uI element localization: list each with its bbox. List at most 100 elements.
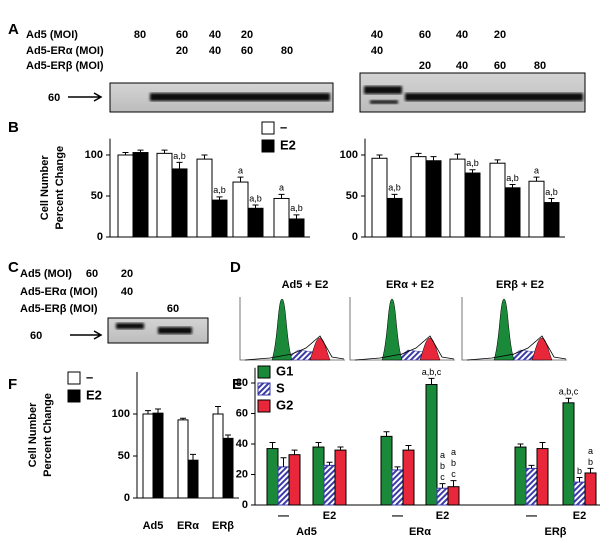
error-bar [565, 397, 572, 403]
error-bar [450, 480, 457, 487]
lane-label: 40 [371, 45, 383, 57]
x-tick-label: ERβ [212, 520, 234, 532]
histograms [239, 297, 567, 361]
row-label: Ad5 (MOI) [20, 268, 72, 280]
bar [117, 154, 134, 238]
error-bar [454, 153, 461, 160]
arrow [68, 92, 103, 102]
bar [425, 160, 442, 238]
lane-label: 80 [281, 45, 293, 57]
legend-swatch [257, 382, 271, 396]
error-bar [326, 461, 333, 466]
panel-letter: B [8, 119, 19, 136]
lane-label: 40 [371, 29, 383, 41]
histogram-outline [466, 335, 567, 361]
bar [312, 446, 325, 506]
y-axis-label: Percent Change [42, 393, 54, 477]
legend-label: – [280, 119, 287, 134]
error-bar [337, 446, 344, 451]
g1-peak [271, 298, 293, 361]
x-tick-label: ERα [177, 520, 199, 532]
bar [177, 419, 189, 499]
blot-band [405, 93, 583, 101]
bar [232, 181, 249, 238]
error-bar [225, 434, 231, 439]
error-bar [190, 453, 196, 461]
y-tick-label: 20 [236, 468, 248, 480]
bar [152, 412, 164, 499]
lane-label: 40 [209, 45, 221, 57]
error-bar [180, 417, 186, 420]
y-tick-label: 100 [112, 408, 130, 420]
error-bar [548, 197, 555, 203]
significance-label: b [451, 458, 456, 468]
lane-label: 20 [241, 29, 253, 41]
legend-swatch [67, 389, 81, 403]
bar [410, 156, 427, 238]
error-bar [405, 445, 412, 451]
bar [171, 168, 188, 238]
legend-label: E2 [280, 137, 296, 152]
bar [436, 487, 449, 506]
blot-band [158, 327, 192, 334]
bar [277, 466, 290, 506]
panel-letter: E [232, 376, 242, 393]
histogram-title: Ad5 + E2 [282, 279, 329, 291]
significance-label: a,b [249, 193, 262, 203]
bar [288, 454, 301, 506]
error-bar [215, 405, 221, 414]
bar [504, 187, 521, 238]
significance-label: a,b [290, 203, 303, 213]
error-bar [439, 483, 446, 489]
significance-label: a [279, 183, 284, 193]
bar [391, 469, 404, 506]
significance-label: a,b,c [422, 367, 442, 377]
legend-label: G2 [276, 397, 293, 412]
lane-label: 40 [121, 286, 133, 298]
bar [142, 413, 154, 499]
significance-label: c [440, 472, 445, 482]
y-tick-label: 50 [91, 190, 103, 202]
panel-letter: F [8, 376, 17, 393]
lane-label: 20 [121, 268, 133, 280]
bar [288, 218, 305, 238]
lane-label: 20 [176, 45, 188, 57]
error-bar [494, 159, 501, 164]
histogram-axes [461, 297, 567, 361]
error-bar [237, 176, 244, 183]
blot-band [150, 93, 330, 101]
bar [447, 486, 460, 506]
arrow [70, 330, 103, 340]
bar [402, 449, 415, 506]
error-bar [533, 176, 540, 182]
lane-label: 20 [419, 60, 431, 72]
lane-label: 40 [456, 29, 468, 41]
bar [334, 449, 347, 506]
bar [386, 197, 403, 238]
significance-label: a,b [173, 151, 186, 161]
bar [573, 481, 586, 506]
histogram-title: ERα + E2 [386, 279, 434, 291]
error-bar [145, 410, 151, 414]
blot-band [364, 86, 402, 94]
bar [212, 413, 224, 499]
g2-peak [531, 337, 553, 361]
significance-label: a [238, 166, 243, 176]
histogram-axes [239, 297, 345, 361]
error-bar [539, 441, 546, 449]
significance-label: a [451, 447, 456, 457]
significance-label: a,b [506, 173, 519, 183]
error-bar [469, 169, 476, 174]
blot-band [370, 100, 398, 104]
lane-label: 20 [494, 29, 506, 41]
error-bar [428, 377, 435, 385]
g2-peak [309, 337, 331, 361]
significance-label: a,b [545, 187, 558, 197]
lane-label: 40 [456, 60, 468, 72]
significance-label: c [451, 469, 456, 479]
bar [247, 207, 264, 238]
legend-swatch [257, 399, 271, 413]
bar [584, 472, 597, 506]
panel-letter: C [8, 259, 19, 276]
x-tick-label: — [278, 510, 289, 522]
